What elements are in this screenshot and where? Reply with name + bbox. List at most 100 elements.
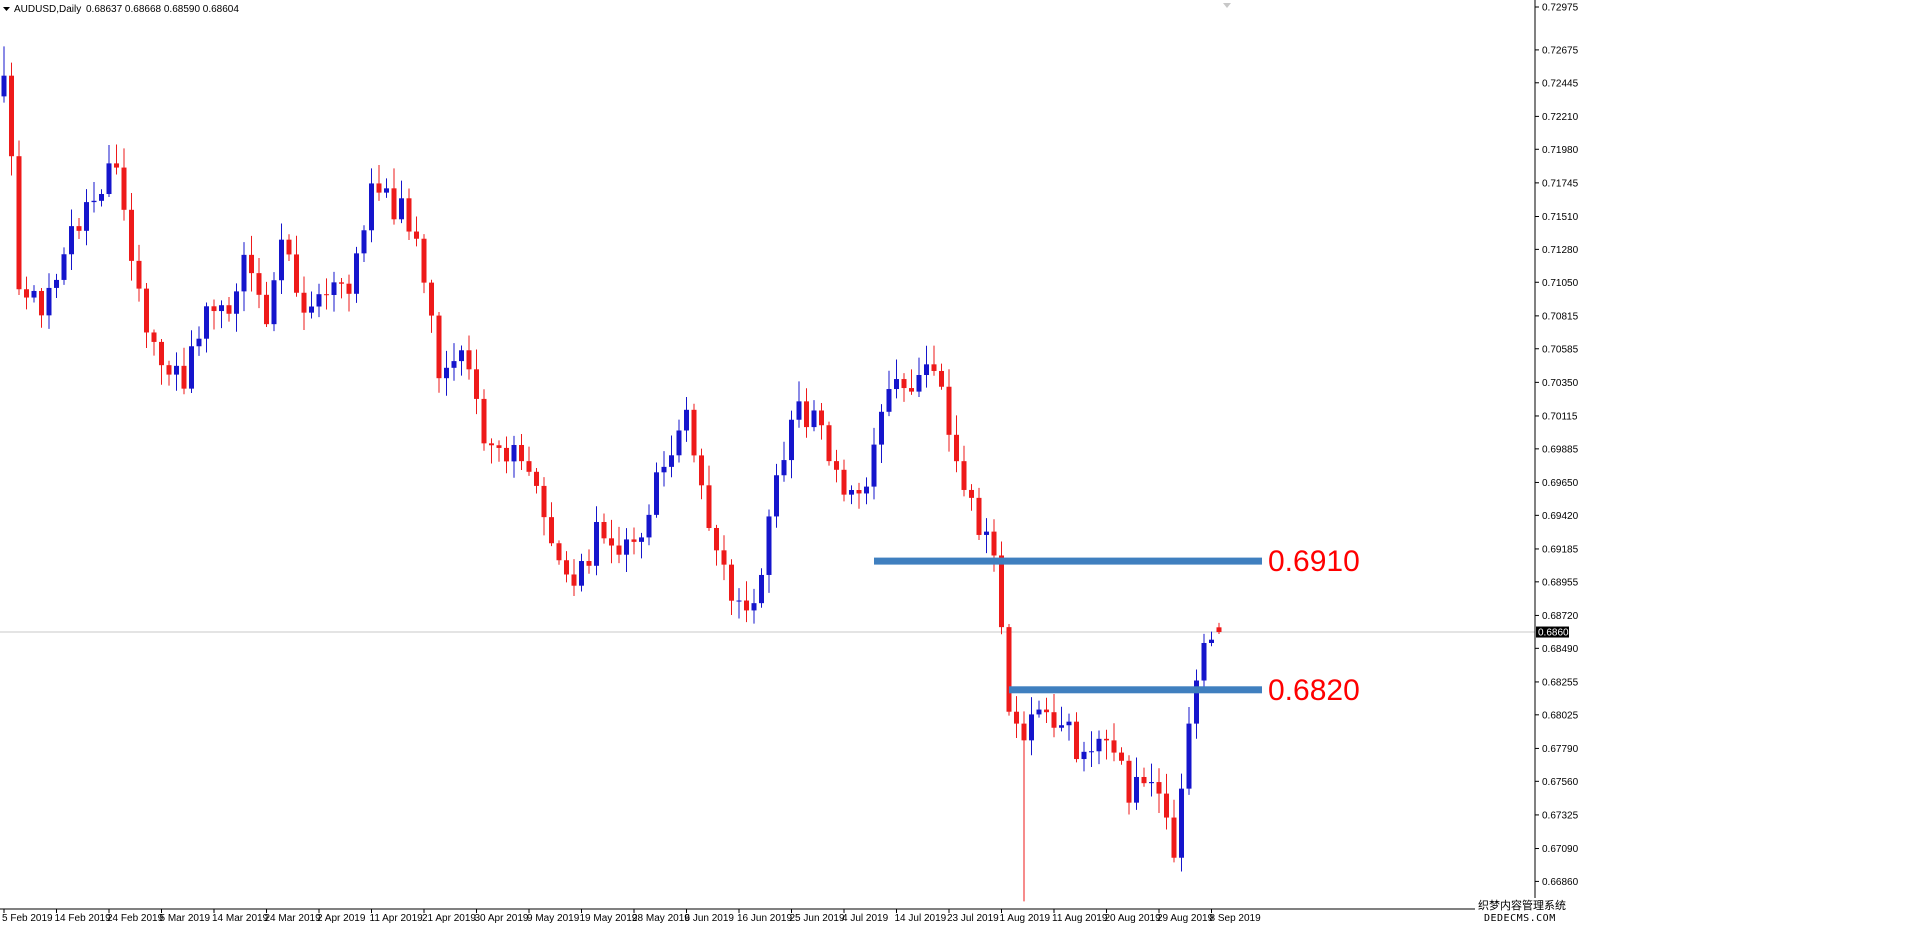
x-tick-label: 11 Apr 2019 — [370, 913, 424, 923]
candle-body — [91, 200, 97, 203]
chevron-down-icon[interactable] — [3, 7, 10, 11]
candle — [99, 189, 104, 207]
y-tick-label: 0.71280 — [1542, 245, 1579, 256]
candle-body — [729, 564, 734, 601]
level-line[interactable] — [1009, 686, 1262, 694]
candle-body — [894, 379, 899, 390]
candle-body — [106, 163, 112, 195]
candle — [1021, 711, 1027, 902]
level-line[interactable] — [874, 557, 1262, 565]
candle-body — [286, 239, 292, 255]
candle-body — [331, 282, 337, 295]
candle — [129, 193, 134, 281]
candle-body — [871, 444, 877, 487]
candle — [436, 311, 442, 393]
candle-body — [586, 561, 592, 566]
candle-body — [1201, 642, 1207, 681]
candle-body — [901, 379, 907, 389]
x-tick-label: 19 May 2019 — [580, 913, 638, 923]
candle — [901, 373, 907, 402]
candle-body — [759, 574, 764, 604]
candle — [654, 462, 659, 518]
y-tick-label: 0.71510 — [1542, 212, 1579, 223]
candle — [1149, 763, 1154, 797]
candle — [1141, 767, 1147, 787]
candle — [706, 465, 712, 531]
support-resistance-levels[interactable]: 0.6910 0.6820 — [874, 545, 1360, 707]
candle-body — [39, 290, 44, 316]
candle-body — [804, 401, 809, 428]
candle-body — [481, 398, 487, 444]
candle — [361, 225, 367, 262]
candle-body — [864, 486, 869, 494]
candle-body — [226, 305, 232, 314]
y-tick-label: 0.70350 — [1542, 378, 1579, 389]
candle-body — [489, 443, 494, 446]
candle — [1209, 631, 1214, 647]
candle-body — [391, 188, 397, 220]
candle — [1029, 697, 1034, 756]
watermark-bg — [1475, 898, 1601, 923]
candle-body — [1059, 725, 1064, 728]
candle — [1119, 747, 1124, 765]
candle — [1194, 669, 1199, 739]
candle — [54, 273, 59, 298]
candle-body — [789, 419, 794, 461]
candle-body — [571, 574, 577, 586]
candle — [616, 526, 622, 564]
candle — [1036, 700, 1042, 718]
y-tick-label: 0.66860 — [1542, 877, 1579, 888]
candle — [1134, 757, 1139, 810]
candle-body — [279, 239, 284, 281]
y-tick-label: 0.69650 — [1542, 478, 1579, 489]
candle — [946, 369, 952, 452]
candle-body — [114, 163, 119, 168]
candle — [699, 448, 704, 500]
shift-marker-icon[interactable] — [1223, 3, 1231, 8]
level-label: 0.6820 — [1268, 674, 1360, 707]
candle — [69, 209, 74, 270]
candle-body — [1164, 793, 1169, 818]
candle-body — [204, 306, 209, 339]
candle-body — [924, 364, 929, 376]
candle-body — [271, 280, 277, 325]
candle — [241, 242, 247, 312]
candle-body — [136, 260, 142, 289]
candle-body — [61, 254, 67, 280]
candle-body — [721, 550, 727, 565]
candle — [1066, 713, 1072, 741]
candle-body — [241, 254, 247, 292]
candle-body — [219, 305, 224, 312]
x-tick-label: 20 Aug 2019 — [1105, 913, 1162, 923]
candle — [609, 519, 614, 564]
candle — [676, 419, 682, 463]
candle-body — [211, 306, 217, 312]
candle — [24, 276, 29, 310]
candle — [744, 581, 749, 623]
x-tick-label: 16 Jun 2019 — [737, 913, 792, 923]
candle — [1156, 768, 1162, 813]
candle-body — [1141, 776, 1147, 784]
candle-body — [976, 497, 982, 535]
candle-body — [954, 434, 959, 462]
candle — [256, 258, 262, 309]
candle — [166, 360, 172, 386]
candle — [316, 283, 322, 318]
candle-body — [984, 531, 989, 535]
candle-body — [519, 444, 524, 462]
x-tick-label: 9 May 2019 — [527, 913, 580, 923]
y-tick-label: 0.70585 — [1542, 344, 1579, 355]
x-tick-label: 14 Feb 2019 — [55, 913, 112, 923]
x-tick-label: 28 May 2019 — [632, 913, 690, 923]
candle-body — [1186, 723, 1192, 789]
candle — [429, 279, 434, 333]
symbol-name: AUDUSD,Daily — [14, 4, 81, 15]
candle-body — [781, 460, 787, 476]
candle-body — [174, 365, 179, 375]
x-tick-label: 6 Jun 2019 — [685, 913, 735, 923]
candle — [721, 535, 727, 581]
candle — [39, 288, 44, 328]
candle — [234, 283, 239, 332]
candle-body — [819, 410, 824, 426]
